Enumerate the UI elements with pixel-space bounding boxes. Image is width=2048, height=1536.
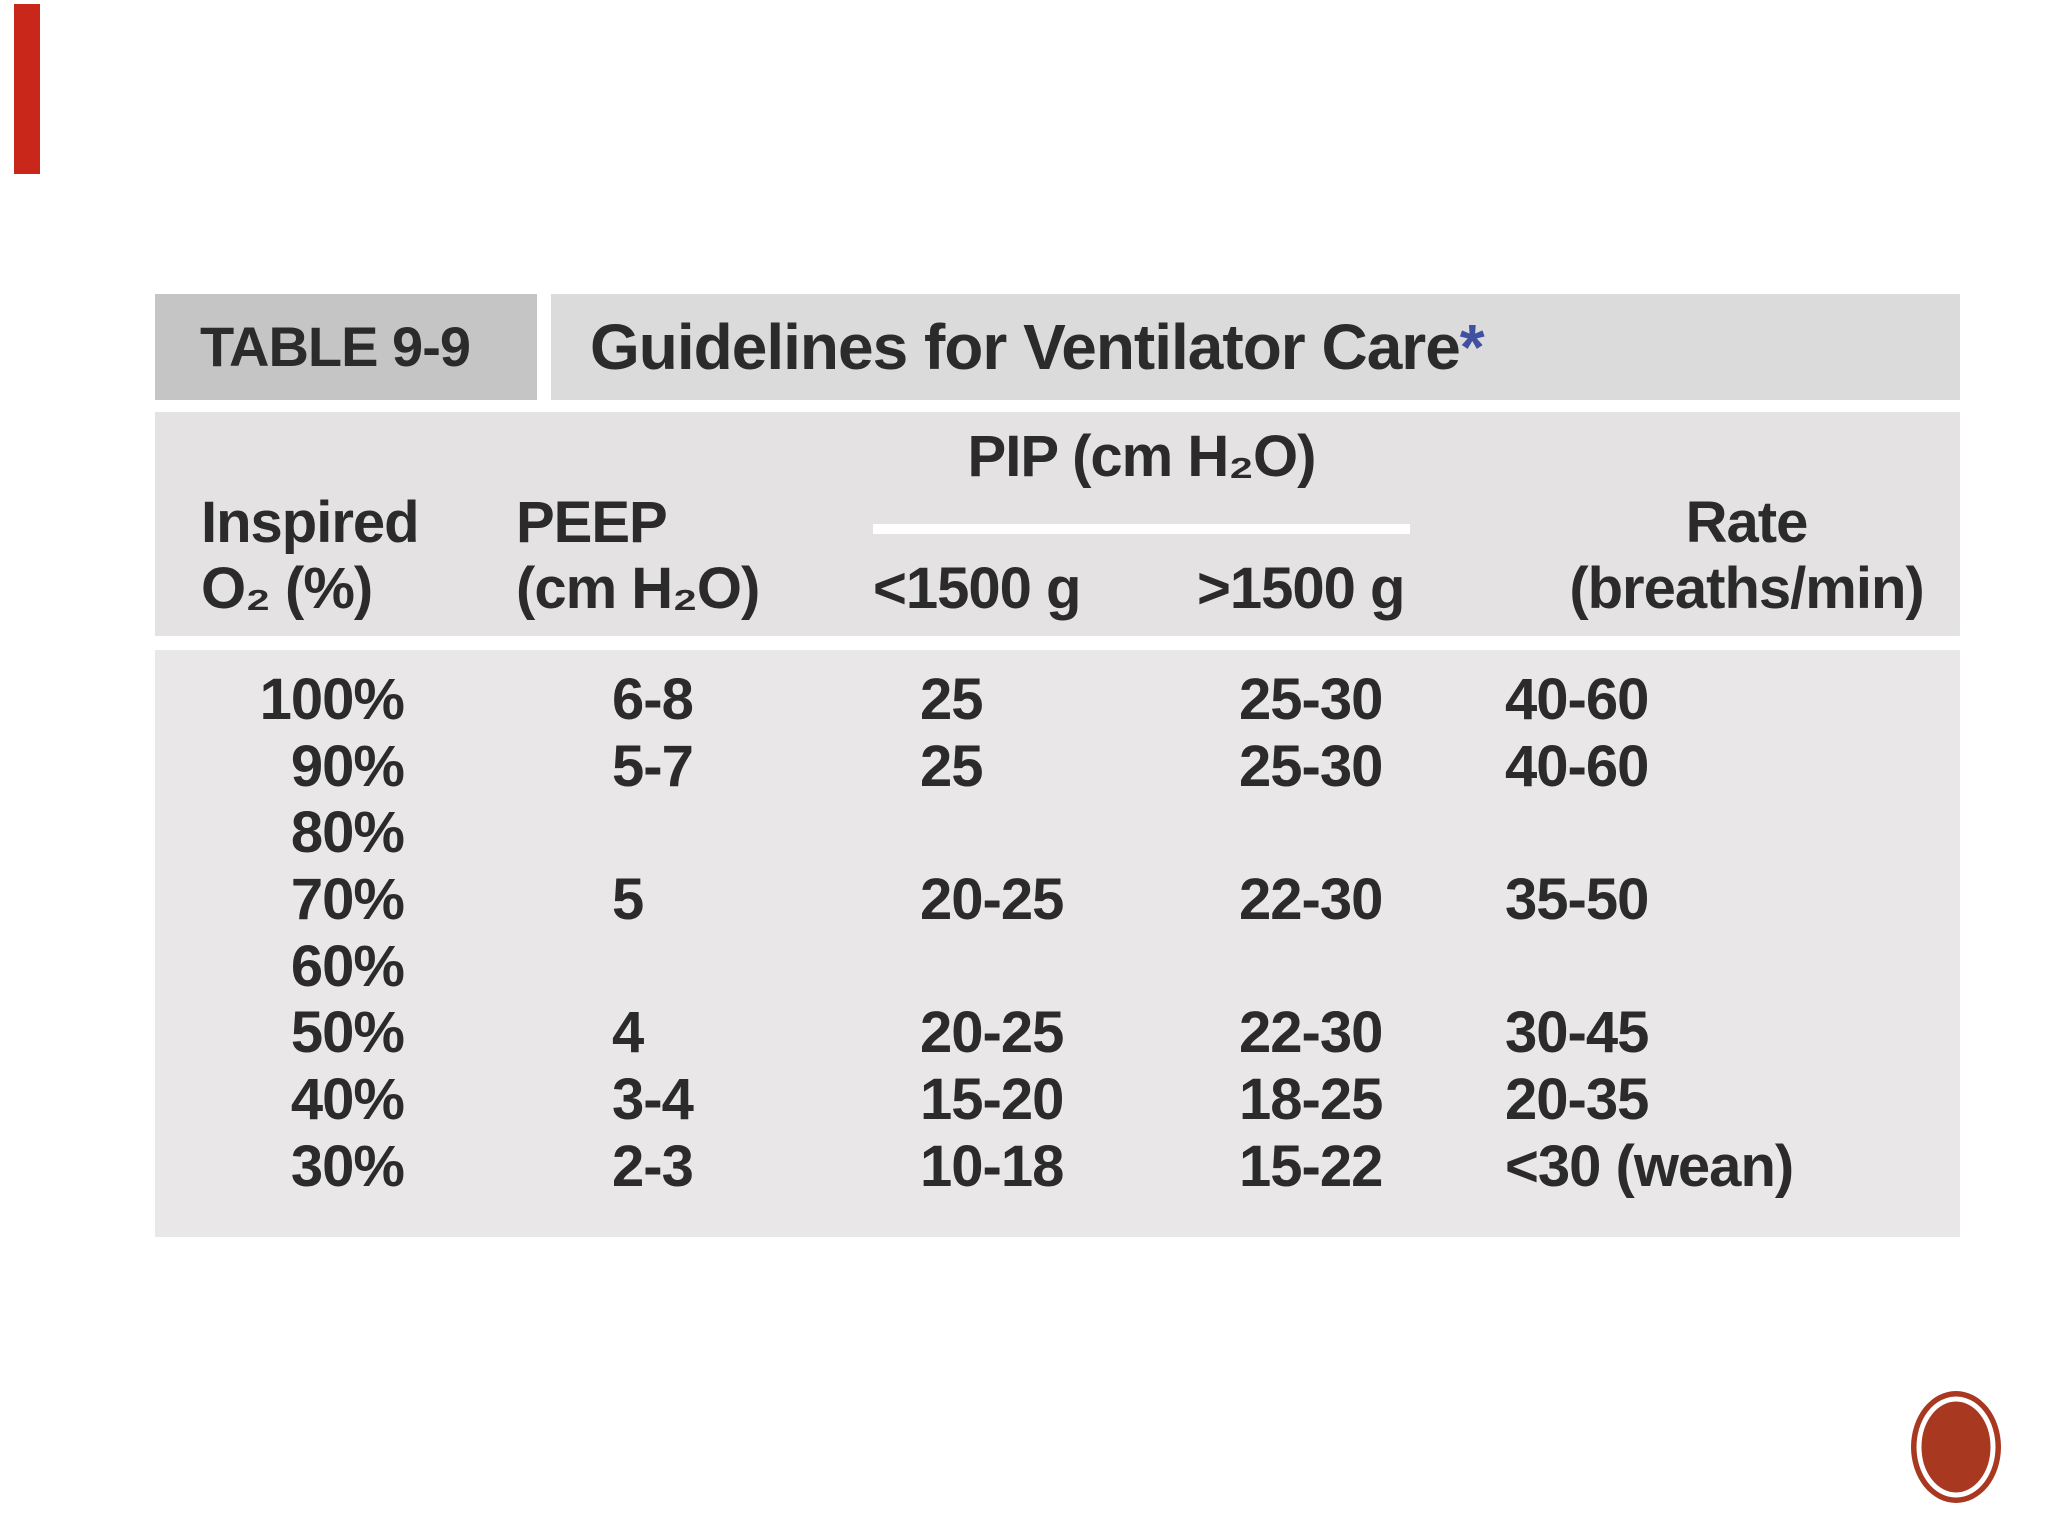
table-body: 100% 6-8 25 25-30 40-60 90% 5-7 25 25-30… xyxy=(155,650,1960,1237)
table-row: 80% xyxy=(155,800,1960,866)
cell-inspired-o2: 70% xyxy=(290,867,405,932)
title-gap-divider xyxy=(537,294,551,400)
cell-inspired-o2: 40% xyxy=(290,1067,405,1132)
cell-rate: 20-35 xyxy=(1505,1067,1649,1132)
table-label-box: TABLE 9-9 xyxy=(155,294,537,400)
cell-peep: 5-7 xyxy=(612,734,694,799)
pip-group-underline xyxy=(873,524,1410,534)
cell-inspired-o2: 80% xyxy=(290,800,405,865)
table-row: 60% xyxy=(155,934,1960,1000)
cell-inspired-o2: 30% xyxy=(290,1134,405,1199)
cell-pip-lt1500: 15-20 xyxy=(920,1067,1064,1132)
cell-rate: 30-45 xyxy=(1505,1000,1649,1065)
red-accent-bar xyxy=(14,4,40,174)
cell-pip-gt1500: 22-30 xyxy=(1239,867,1383,932)
table-title-strip: TABLE 9-9 Guidelines for Ventilator Care… xyxy=(155,294,1960,400)
table-title-text: Guidelines for Ventilator Care xyxy=(590,311,1461,383)
cell-inspired-o2: 90% xyxy=(290,734,405,799)
cell-pip-lt1500: 25 xyxy=(920,667,984,732)
cell-peep: 2-3 xyxy=(612,1134,694,1199)
cell-inspired-o2: 50% xyxy=(290,1000,405,1065)
cell-peep: 4 xyxy=(612,1000,644,1065)
header-rate-line2: (breaths/min) xyxy=(1569,556,1924,621)
cell-rate: 40-60 xyxy=(1505,734,1649,799)
cell-pip-lt1500: 25 xyxy=(920,734,984,799)
cell-pip-lt1500: 20-25 xyxy=(920,867,1064,932)
table-title: Guidelines for Ventilator Care* xyxy=(590,294,1485,400)
header-inspired-o2-line1: Inspired xyxy=(201,490,420,555)
cell-inspired-o2: 100% xyxy=(259,667,405,732)
cell-pip-gt1500: 25-30 xyxy=(1239,734,1383,799)
cell-peep: 5 xyxy=(612,867,644,932)
cell-pip-gt1500: 25-30 xyxy=(1239,667,1383,732)
cell-inspired-o2: 60% xyxy=(290,934,405,999)
header-pip-gt-1500: >1500 g xyxy=(1197,556,1405,621)
table-row: 90% 5-7 25 25-30 40-60 xyxy=(155,734,1960,800)
badge-outer-ellipse xyxy=(1911,1391,2001,1503)
table-row: 70% 5 20-25 22-30 35-50 xyxy=(155,867,1960,933)
header-inspired-o2-line2: O₂ (%) xyxy=(201,556,373,621)
table-header: Inspired O₂ (%) PEEP (cm H₂O) PIP (cm H₂… xyxy=(155,412,1960,636)
header-pip-group: PIP (cm H₂O) xyxy=(967,424,1317,489)
cell-pip-gt1500: 15-22 xyxy=(1239,1134,1383,1199)
red-oval-badge xyxy=(1911,1391,2001,1503)
badge-white-ring xyxy=(1916,1396,1996,1498)
header-rate-line1: Rate xyxy=(1685,490,1809,555)
cell-rate: <30 (wean) xyxy=(1505,1134,1794,1199)
cell-pip-gt1500: 18-25 xyxy=(1239,1067,1383,1132)
footnote-marker: * xyxy=(1459,311,1485,383)
cell-rate: 35-50 xyxy=(1505,867,1649,932)
table-row: 50% 4 20-25 22-30 30-45 xyxy=(155,1000,1960,1066)
cell-peep: 3-4 xyxy=(612,1067,694,1132)
table-row: 40% 3-4 15-20 18-25 20-35 xyxy=(155,1067,1960,1133)
header-peep-line2: (cm H₂O) xyxy=(516,556,760,621)
header-pip-lt-1500: <1500 g xyxy=(873,556,1081,621)
cell-rate: 40-60 xyxy=(1505,667,1649,732)
table-label: TABLE 9-9 xyxy=(200,315,471,378)
cell-peep: 6-8 xyxy=(612,667,694,732)
table-row: 30% 2-3 10-18 15-22 <30 (wean) xyxy=(155,1134,1960,1200)
header-peep-line1: PEEP xyxy=(516,490,668,555)
cell-pip-lt1500: 10-18 xyxy=(920,1134,1064,1199)
cell-pip-gt1500: 22-30 xyxy=(1239,1000,1383,1065)
cell-pip-lt1500: 20-25 xyxy=(920,1000,1064,1065)
table-row: 100% 6-8 25 25-30 40-60 xyxy=(155,667,1960,733)
